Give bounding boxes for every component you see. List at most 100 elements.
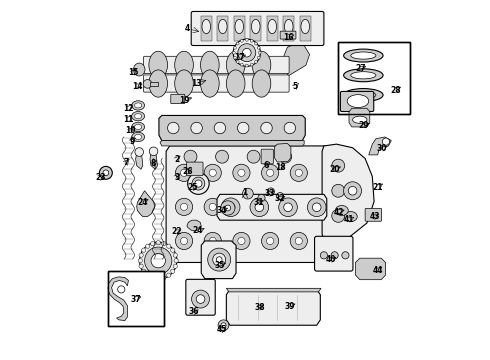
Polygon shape — [284, 44, 310, 76]
Circle shape — [233, 46, 236, 49]
Circle shape — [267, 169, 274, 176]
Circle shape — [247, 150, 260, 163]
Circle shape — [146, 273, 150, 277]
Circle shape — [290, 198, 307, 216]
Circle shape — [214, 122, 225, 134]
Polygon shape — [187, 220, 201, 231]
Circle shape — [167, 273, 171, 277]
Text: 44: 44 — [372, 266, 383, 275]
Text: 11: 11 — [123, 114, 134, 123]
Circle shape — [184, 150, 197, 163]
Circle shape — [320, 252, 327, 259]
Ellipse shape — [251, 19, 260, 34]
Circle shape — [241, 39, 244, 42]
Circle shape — [213, 253, 225, 266]
Bar — [108, 271, 164, 326]
Text: 4: 4 — [185, 24, 190, 33]
Circle shape — [150, 276, 155, 280]
Ellipse shape — [343, 49, 383, 62]
Circle shape — [348, 186, 357, 195]
FancyBboxPatch shape — [365, 208, 382, 221]
Ellipse shape — [135, 103, 142, 108]
Circle shape — [192, 177, 205, 190]
Ellipse shape — [268, 19, 276, 34]
FancyBboxPatch shape — [315, 236, 353, 271]
Polygon shape — [201, 241, 236, 279]
Circle shape — [103, 170, 109, 176]
Ellipse shape — [135, 114, 142, 119]
Text: 5: 5 — [293, 82, 298, 91]
Circle shape — [261, 122, 272, 134]
Circle shape — [168, 122, 179, 134]
Text: 6: 6 — [264, 161, 269, 170]
Circle shape — [267, 188, 274, 195]
FancyBboxPatch shape — [280, 31, 296, 39]
Text: 29: 29 — [359, 121, 369, 130]
Circle shape — [135, 148, 144, 156]
Text: 1: 1 — [243, 188, 247, 197]
Text: 34: 34 — [217, 206, 227, 215]
Circle shape — [180, 169, 188, 176]
Text: 18: 18 — [275, 163, 286, 172]
Circle shape — [232, 51, 235, 54]
Circle shape — [241, 63, 244, 66]
Circle shape — [238, 169, 245, 176]
Polygon shape — [217, 194, 327, 220]
Circle shape — [145, 247, 172, 274]
Circle shape — [167, 244, 171, 248]
Ellipse shape — [226, 51, 245, 78]
FancyBboxPatch shape — [186, 279, 215, 315]
Polygon shape — [349, 108, 370, 127]
Text: 30: 30 — [377, 144, 387, 153]
Circle shape — [233, 198, 250, 216]
Ellipse shape — [219, 19, 227, 34]
Circle shape — [236, 42, 239, 45]
Circle shape — [209, 203, 216, 211]
Text: 2: 2 — [174, 155, 179, 164]
Circle shape — [209, 237, 216, 244]
Circle shape — [174, 258, 178, 263]
Circle shape — [221, 198, 240, 217]
FancyBboxPatch shape — [191, 12, 324, 45]
Circle shape — [233, 232, 250, 249]
Text: 24: 24 — [193, 226, 203, 235]
Ellipse shape — [301, 19, 310, 34]
Circle shape — [257, 56, 260, 59]
Ellipse shape — [335, 206, 348, 216]
Circle shape — [175, 198, 193, 216]
Polygon shape — [368, 137, 392, 155]
Text: 19: 19 — [179, 96, 189, 105]
Bar — [338, 42, 410, 114]
Ellipse shape — [132, 132, 145, 141]
Circle shape — [238, 122, 249, 134]
Ellipse shape — [143, 80, 152, 88]
Polygon shape — [355, 258, 386, 280]
Ellipse shape — [351, 52, 376, 59]
Circle shape — [255, 203, 264, 212]
Text: 33: 33 — [264, 189, 274, 198]
Text: 35: 35 — [215, 261, 225, 270]
Text: 21: 21 — [372, 183, 383, 192]
Circle shape — [171, 269, 175, 273]
Circle shape — [276, 193, 284, 200]
Circle shape — [284, 203, 293, 212]
Circle shape — [295, 237, 302, 244]
Bar — [267, 16, 278, 41]
Text: 38: 38 — [254, 303, 265, 312]
Circle shape — [216, 150, 228, 163]
Circle shape — [204, 232, 221, 249]
Circle shape — [332, 184, 344, 197]
Text: 15: 15 — [128, 68, 138, 77]
Ellipse shape — [343, 69, 383, 82]
Text: 45: 45 — [217, 325, 227, 334]
Circle shape — [342, 252, 349, 259]
Polygon shape — [150, 150, 157, 169]
Circle shape — [238, 203, 245, 211]
Text: 16: 16 — [283, 33, 294, 42]
Ellipse shape — [351, 72, 376, 79]
Ellipse shape — [149, 70, 168, 97]
FancyBboxPatch shape — [144, 75, 289, 92]
Circle shape — [331, 252, 338, 259]
Text: 26: 26 — [182, 167, 193, 176]
Circle shape — [173, 253, 177, 257]
